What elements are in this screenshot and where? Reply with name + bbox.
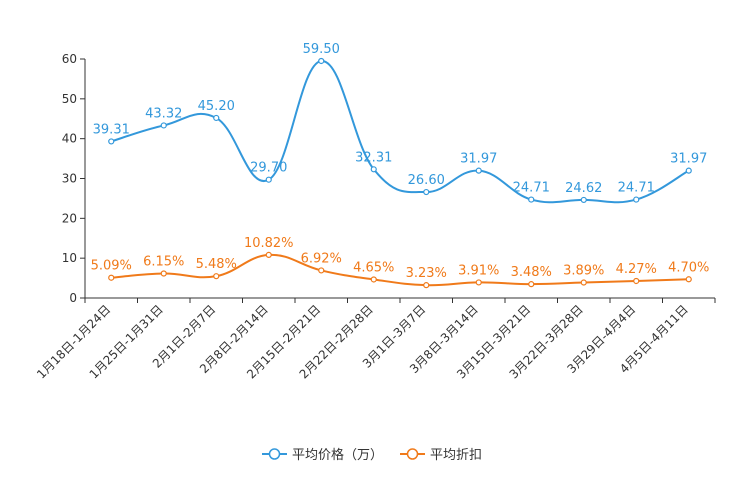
series-0-point[interactable] <box>423 188 430 196</box>
series-1-data-label: 10.82% <box>244 236 294 251</box>
series-0-data-label: 43.32 <box>145 106 182 121</box>
series-layer <box>108 57 692 289</box>
y-tick-label: 20 <box>62 211 77 225</box>
series-1-point[interactable] <box>685 276 692 283</box>
series-0-point[interactable] <box>160 122 167 129</box>
series-0-point[interactable] <box>580 196 587 204</box>
series-1-data-label: 3.23% <box>406 266 447 281</box>
series-line-1 <box>111 253 689 287</box>
series-1-data-label: 4.65% <box>353 260 394 275</box>
series-0-data-label: 39.31 <box>93 122 130 137</box>
y-tick-label: 60 <box>62 52 77 66</box>
series-1-data-label: 3.48% <box>511 265 552 280</box>
legend[interactable]: 平均价格（万） 平均折扣 <box>262 447 482 463</box>
series-1-data-label: 4.70% <box>668 260 709 275</box>
data-labels-layer: 39.31 43.32 45.20 29.70 59.50 32.31 26.60 31.97… <box>91 42 710 281</box>
y-tick-label: 10 <box>62 251 77 265</box>
series-0-point[interactable] <box>633 196 640 203</box>
series-1-data-label: 4.27% <box>616 262 657 277</box>
series-0-point[interactable] <box>528 196 535 203</box>
series-1-point[interactable] <box>108 274 115 281</box>
series-1-point[interactable] <box>318 267 325 274</box>
series-1-point[interactable] <box>213 273 220 280</box>
series-1-point[interactable] <box>370 276 377 283</box>
series-1-data-label: 6.92% <box>301 251 342 266</box>
series-0-data-label: 24.71 <box>618 181 655 196</box>
legend-label: 平均折扣 <box>430 448 482 463</box>
legend-item-1[interactable]: 平均折扣 <box>400 448 482 463</box>
series-0-data-label: 24.62 <box>565 181 602 196</box>
y-tick-label: 30 <box>62 172 77 186</box>
series-1-point[interactable] <box>633 277 640 285</box>
legend-swatch-marker <box>268 448 281 460</box>
series-0-data-label: 45.20 <box>198 99 235 114</box>
series-1-data-label: 5.48% <box>196 257 237 272</box>
series-1-point[interactable] <box>580 279 587 286</box>
axes-layer: 01020304050601月18日-1月24日1月25日-1月31日2月1日-… <box>34 52 716 382</box>
legend-item-0[interactable]: 平均价格（万） <box>262 447 383 463</box>
series-0-point[interactable] <box>685 167 692 174</box>
series-0-point[interactable] <box>265 176 272 183</box>
y-tick-label: 50 <box>62 92 77 106</box>
series-0-point[interactable] <box>475 167 482 174</box>
legend-label: 平均价格（万） <box>292 447 383 463</box>
y-tick-label: 0 <box>69 291 77 305</box>
series-1-data-label: 3.91% <box>458 263 499 278</box>
series-1-point[interactable] <box>423 282 430 289</box>
series-0-data-label: 59.50 <box>303 42 340 57</box>
series-0-data-label: 31.97 <box>670 152 707 167</box>
series-0-data-label: 29.70 <box>250 161 287 176</box>
series-1-point[interactable] <box>265 251 272 259</box>
series-1-point[interactable] <box>528 281 535 288</box>
series-0-data-label: 31.97 <box>460 152 497 167</box>
series-1-point[interactable] <box>160 270 167 277</box>
series-1-data-label: 5.09% <box>91 259 132 274</box>
series-1-data-label: 6.15% <box>143 255 184 270</box>
series-0-point[interactable] <box>108 138 115 145</box>
series-1-data-label: 3.89% <box>563 264 604 279</box>
series-0-point[interactable] <box>318 57 325 65</box>
series-0-data-label: 32.31 <box>355 150 392 165</box>
series-1-point[interactable] <box>475 279 482 286</box>
y-tick-label: 40 <box>62 132 77 146</box>
series-0-data-label: 26.60 <box>408 173 445 188</box>
series-0-point[interactable] <box>213 114 220 122</box>
series-0-point[interactable] <box>370 166 377 173</box>
legend-swatch-marker <box>406 448 419 460</box>
series-0-data-label: 24.71 <box>513 181 550 196</box>
